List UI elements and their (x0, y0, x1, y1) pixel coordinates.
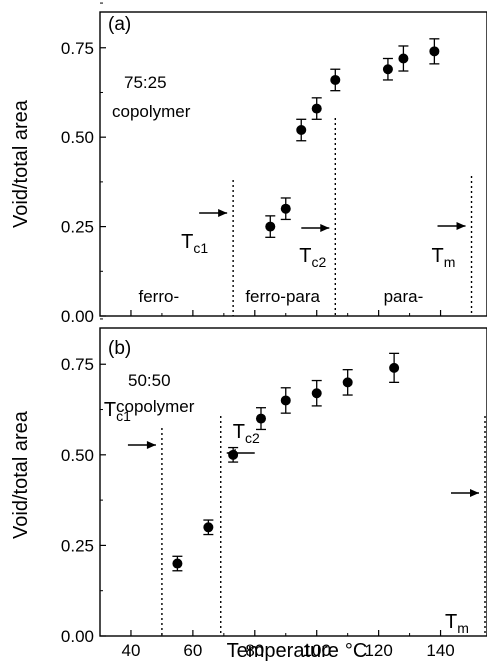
arrow-head (320, 224, 330, 232)
panel-label-b: (b) (108, 338, 131, 359)
data-point (382, 64, 393, 75)
data-point (296, 125, 307, 136)
annotation-line2-a: copolymer (112, 102, 191, 121)
transition-symbol: T (181, 231, 193, 253)
transition-subscript: m (457, 620, 469, 636)
x-axis-title-unit: °C (345, 640, 367, 662)
x-tick-label: 140 (426, 641, 454, 660)
x-tick-label: 40 (121, 641, 140, 660)
transition-label: Tc2 (233, 421, 260, 446)
panel-a: Void/total area (a) 75:25 copolymer (10, 14, 191, 228)
transition-subscript: c2 (245, 430, 260, 446)
arrow-head (470, 489, 479, 497)
axes-frame (99, 327, 487, 637)
region-label: ferro- (139, 287, 180, 306)
x-tick-label: 60 (183, 641, 202, 660)
panel-label-a: (a) (108, 14, 131, 35)
y-axis-title-a: Void/total area (10, 99, 32, 228)
data-point (429, 46, 440, 57)
transition-symbol: T (233, 421, 245, 443)
transition-label: Tc2 (299, 245, 326, 270)
transition-symbol: T (432, 245, 444, 267)
y-axis-title-b: Void/total area (10, 410, 32, 539)
y-tick-label: 0.25 (61, 536, 94, 555)
transition-label: Tc1 (104, 399, 131, 424)
data-point (311, 103, 322, 114)
data-point (280, 203, 291, 214)
arrow-head (146, 441, 156, 449)
data-point (255, 413, 266, 424)
region-label: para- (384, 287, 424, 306)
data-point (228, 449, 239, 460)
arrow-head (218, 209, 228, 217)
data-point (265, 221, 276, 232)
data-point (342, 377, 353, 388)
y-tick-label: 0.75 (61, 355, 94, 374)
x-tick-label: 80 (245, 641, 264, 660)
data-point (203, 522, 214, 533)
data-point (311, 388, 322, 399)
transition-subscript: c1 (193, 240, 208, 256)
transition-subscript: c1 (116, 408, 131, 424)
y-tick-label: 0.25 (61, 218, 94, 237)
transition-label: Tm (432, 245, 456, 270)
data-point (330, 74, 341, 85)
y-tick-label: 0.50 (61, 446, 94, 465)
x-axis-title-text: Temperature (227, 640, 339, 662)
transition-symbol: T (104, 399, 116, 421)
transition-symbol: T (445, 611, 457, 633)
data-point (398, 53, 409, 64)
panel-b: Void/total area (b) 50:50 copolymer Temp… (10, 338, 367, 662)
x-tick-label: 120 (364, 641, 392, 660)
arrow-head (456, 222, 466, 230)
transition-label: Tc1 (181, 231, 208, 256)
y-tick-label: 0.75 (61, 39, 94, 58)
x-tick-label: 100 (303, 641, 331, 660)
axes-frame (99, 11, 487, 317)
y-tick-label: 0.00 (61, 627, 94, 646)
annotation-line1-b: 50:50 (128, 371, 171, 390)
annotation-line1-a: 75:25 (124, 73, 167, 92)
y-tick-label: 0.50 (61, 128, 94, 147)
region-label: ferro-para (245, 287, 320, 306)
transition-symbol: T (299, 245, 311, 267)
annotation-line2-b: copolymer (116, 397, 195, 416)
y-tick-label: 0.00 (61, 307, 94, 326)
data-point (172, 558, 183, 569)
transition-subscript: c2 (312, 254, 327, 270)
data-point (389, 362, 400, 373)
transition-label: Tm (445, 611, 469, 636)
transition-subscript: m (444, 254, 456, 270)
x-axis-title: Temperature °C (227, 640, 368, 662)
data-point (280, 395, 291, 406)
